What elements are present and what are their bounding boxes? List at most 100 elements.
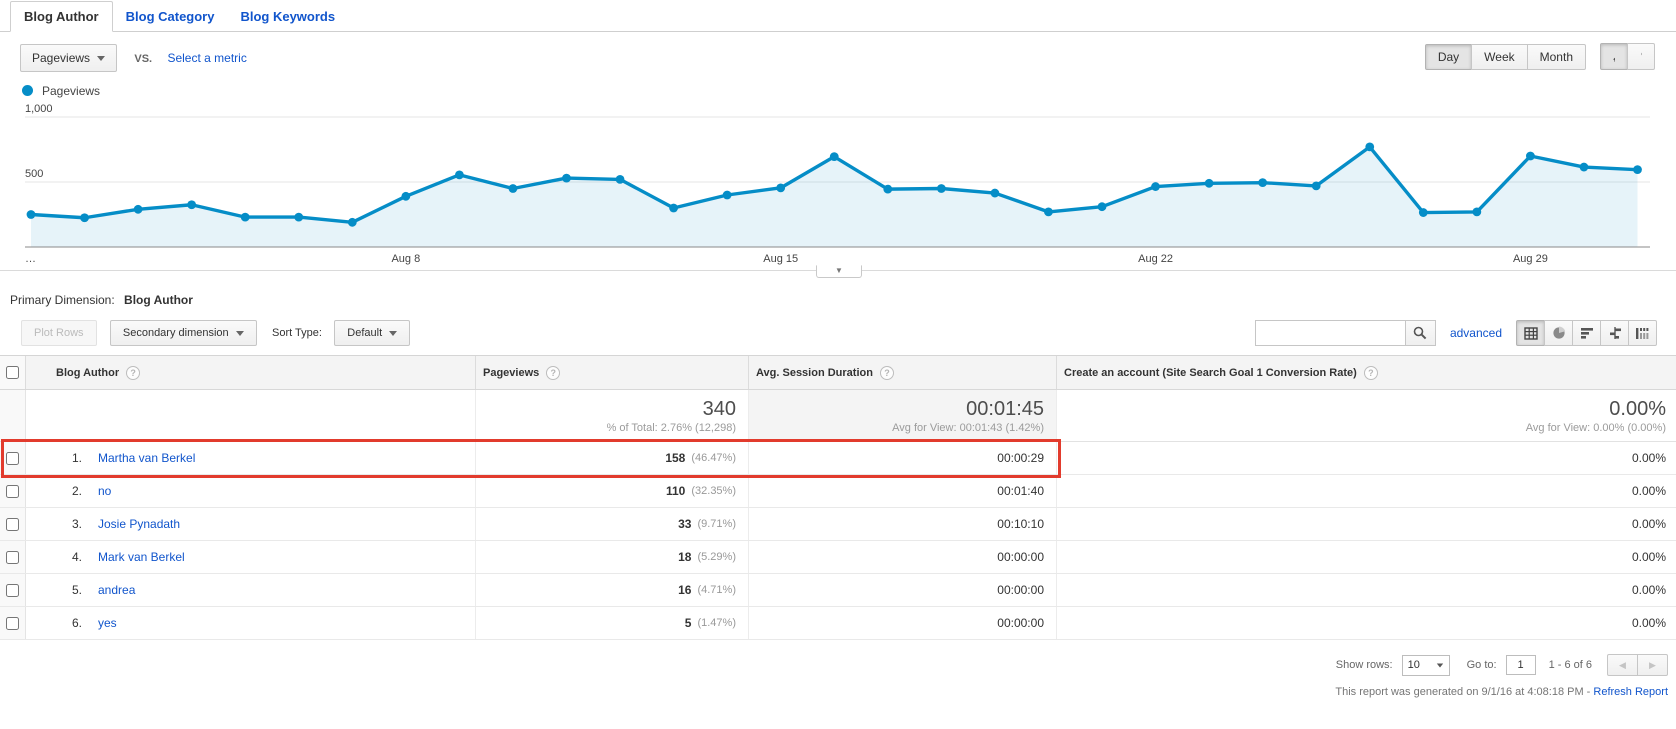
data-point [669,203,678,213]
goto-page-input[interactable] [1505,655,1536,675]
advanced-search-link[interactable]: advanced [1449,326,1502,340]
search-button[interactable] [1404,320,1436,346]
row-checkbox-cell [0,442,26,474]
table-row: 2. no 110 (32.35%) 00:01:40 0.00% [0,475,1676,508]
column-header-blog-author[interactable]: Blog Author [56,366,120,379]
data-point [776,183,786,193]
x-axis-tick-label: Aug 15 [763,253,798,265]
report-table: Blog Author ? Pageviews ? Avg. Session D… [0,355,1676,640]
data-view-button[interactable] [1516,320,1545,346]
chevron-down-icon [1436,663,1443,667]
row-checkbox[interactable] [6,484,19,498]
vs-label: VS. [134,52,153,65]
row-checkbox-cell [0,475,26,507]
report-tab-bar: Blog Author Blog Category Blog Keywords [0,0,1676,32]
previous-page-button[interactable]: ◀ [1607,654,1638,676]
author-link[interactable]: Martha van Berkel [98,451,196,465]
search-icon [1414,326,1427,340]
data-point [240,212,250,222]
week-button[interactable]: Week [1471,43,1528,70]
row-checkbox[interactable] [6,583,19,597]
duration-value: 00:00:00 [997,616,1044,630]
author-link[interactable]: Mark van Berkel [98,550,185,564]
tab-blog-keywords[interactable]: Blog Keywords [240,9,336,24]
tab-blog-author[interactable]: Blog Author [10,1,113,32]
row-checkbox[interactable] [6,451,19,465]
table-row: 4. Mark van Berkel 18 (5.29%) 00:00:00 0.00% [0,541,1676,574]
x-axis-tick-label: Aug 22 [1138,253,1173,265]
pageviews-line-chart: 500 1,000 … Aug 8 Aug 15 Aug 22 Aug 29 [25,103,1650,265]
row-checkbox[interactable] [6,517,19,531]
pageviews-value: 16 [678,583,692,597]
row-duration-cell: 00:01:40 [749,475,1057,507]
show-rows-select[interactable]: 10 [1401,654,1450,676]
data-point [883,184,893,194]
granularity-controls: Day Week Month [1424,43,1655,70]
performance-view-button[interactable] [1572,320,1601,346]
author-link[interactable]: andrea [98,583,136,597]
sort-type-dropdown[interactable]: Default [334,320,411,346]
pageviews-area-fill [31,146,1638,247]
refresh-report-link[interactable]: Refresh Report [1593,686,1668,698]
data-point [722,190,732,200]
data-point [1311,181,1321,191]
row-checkbox-cell [0,541,26,573]
summary-pageviews-total: 340 [702,397,736,420]
line-chart-view-button[interactable] [1600,43,1628,70]
sort-type-label: Sort Type: [272,327,322,339]
metric-dropdown[interactable]: Pageviews [20,44,118,72]
summary-checkbox-cell [0,390,26,441]
tab-blog-category[interactable]: Blog Category [125,9,215,24]
row-goal-cell: 0.00% [1057,475,1676,507]
table-search [1254,320,1436,346]
row-pageviews-cell: 33 (9.71%) [476,508,749,540]
show-rows-label: Show rows: [1335,659,1393,671]
author-link[interactable]: yes [98,616,117,630]
goal-rate-value: 0.00% [1631,616,1666,630]
pageviews-value: 5 [684,616,692,630]
row-checkbox-cell [0,508,26,540]
summary-author-cell [26,390,476,441]
motion-chart-view-button[interactable] [1627,43,1655,70]
row-checkbox[interactable] [6,616,19,630]
search-input[interactable] [1254,320,1405,346]
chart-controls: Pageviews VS. Select a metric Day Week M… [0,32,1676,78]
select-all-checkbox[interactable] [6,366,19,379]
column-header-avg-session-duration[interactable]: Avg. Session Duration [756,366,873,379]
duration-value: 00:00:29 [997,451,1044,465]
help-icon[interactable]: ? [546,365,561,380]
row-rank: 5. [71,583,82,597]
primary-dimension-row: Primary Dimension: Blog Author [0,281,1676,317]
next-page-button[interactable]: ▶ [1637,654,1668,676]
author-link[interactable]: no [98,484,112,498]
day-button[interactable]: Day [1424,43,1473,70]
table-row: 1. Martha van Berkel 158 (46.47%) 00:00:29 0.… [0,439,1676,478]
plot-rows-button[interactable]: Plot Rows [21,320,97,346]
help-icon[interactable]: ? [1363,365,1378,380]
column-header-goal-conversion[interactable]: Create an account (Site Search Goal 1 Co… [1064,366,1357,379]
pie-chart-icon [1552,326,1565,339]
column-header-pageviews[interactable]: Pageviews [483,366,540,379]
duration-value: 00:00:00 [997,583,1044,597]
chart-collapse-handle[interactable]: ▼ [816,265,862,278]
select-a-metric-link[interactable]: Select a metric [167,51,247,65]
table-body: 1. Martha van Berkel 158 (46.47%) 00:00:29 0.… [0,439,1676,640]
percentage-view-button[interactable] [1544,320,1573,346]
author-link[interactable]: Josie Pynadath [98,517,181,531]
row-author-cell: 5. andrea [26,574,476,606]
secondary-dimension-dropdown[interactable]: Secondary dimension [109,320,257,346]
table-toolbar-right: advanced [1254,320,1657,346]
row-checkbox[interactable] [6,550,19,564]
month-button[interactable]: Month [1526,43,1586,70]
row-author-cell: 6. yes [26,607,476,639]
row-pageviews-cell: 18 (5.29%) [476,541,749,573]
show-rows-value: 10 [1407,659,1420,671]
data-point [187,200,197,210]
help-icon[interactable]: ? [879,365,894,380]
comparison-view-button[interactable] [1600,320,1629,346]
pivot-view-button[interactable] [1628,320,1657,346]
data-point [1579,162,1589,172]
summary-goal-cell: 0.00% Avg for View: 0.00% (0.00%) [1057,390,1676,441]
x-axis-tick-label: … [25,253,36,265]
help-icon[interactable]: ? [126,365,141,380]
